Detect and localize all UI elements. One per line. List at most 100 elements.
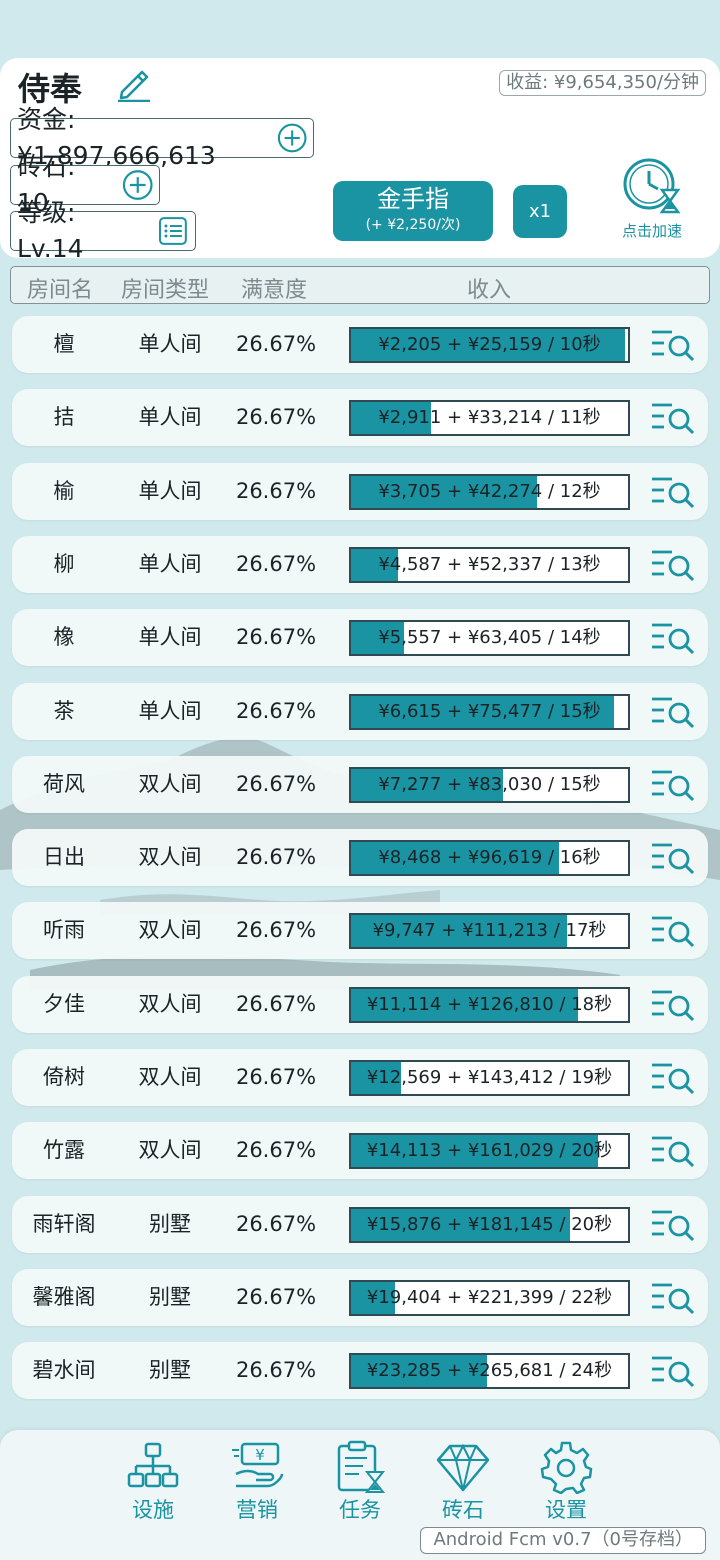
room-name: 听雨	[43, 918, 85, 942]
room-name: 雨轩阁	[32, 1212, 96, 1236]
room-detail-search-icon[interactable]	[650, 1208, 696, 1242]
income-progress-bar: ¥19,404 + ¥221,399 / 22秒	[349, 1280, 630, 1316]
room-type: 单人间	[138, 479, 202, 503]
room-income: ¥14,113 + ¥161,029 / 20秒	[366, 1140, 613, 1161]
income-progress-bar: ¥7,277 + ¥83,030 / 15秒	[349, 767, 630, 803]
nav-facilities[interactable]: 设施	[113, 1440, 193, 1522]
room-row[interactable]: 茶 单人间 26.67% ¥6,615 + ¥75,477 / 15秒	[12, 683, 708, 740]
header-income: 收入	[467, 278, 512, 303]
room-income: ¥23,285 + ¥265,681 / 24秒	[366, 1360, 613, 1381]
room-type: 双人间	[138, 1138, 202, 1162]
income-progress-bar: ¥12,569 + ¥143,412 / 19秒	[349, 1060, 630, 1096]
room-detail-search-icon[interactable]	[650, 914, 696, 948]
room-detail-search-icon[interactable]	[650, 328, 696, 362]
room-income: ¥9,747 + ¥111,213 / 17秒	[372, 920, 607, 941]
room-detail-search-icon[interactable]	[650, 841, 696, 875]
header-room-name: 房间名	[27, 278, 94, 303]
room-satisfaction: 26.67%	[235, 992, 317, 1016]
room-detail-search-icon[interactable]	[650, 401, 696, 435]
room-detail-search-icon[interactable]	[650, 1061, 696, 1095]
room-row[interactable]: 橡 单人间 26.67% ¥5,557 + ¥63,405 / 14秒	[12, 609, 708, 666]
nav-marketing[interactable]: ¥ 营销	[217, 1440, 297, 1522]
room-detail-search-icon[interactable]	[650, 768, 696, 802]
room-row[interactable]: 柳 单人间 26.67% ¥4,587 + ¥52,337 / 13秒	[12, 536, 708, 593]
add-funds-plus-icon[interactable]	[277, 122, 307, 154]
room-type: 双人间	[138, 918, 202, 942]
room-satisfaction: 26.67%	[235, 918, 317, 942]
room-satisfaction: 26.67%	[235, 479, 317, 503]
room-row[interactable]: 夕佳 双人间 26.67% ¥11,114 + ¥126,810 / 18秒	[12, 976, 708, 1033]
room-satisfaction: 26.67%	[235, 552, 317, 576]
room-row[interactable]: 拮 单人间 26.67% ¥2,911 + ¥33,214 / 11秒	[12, 389, 708, 446]
add-gems-plus-icon[interactable]	[122, 169, 153, 201]
room-row[interactable]: 馨雅阁 别墅 26.67% ¥19,404 + ¥221,399 / 22秒	[12, 1269, 708, 1326]
speed-up-label: 点击加速	[621, 222, 682, 240]
room-income: ¥6,615 + ¥75,477 / 15秒	[378, 701, 601, 722]
room-detail-search-icon[interactable]	[650, 1281, 696, 1315]
nav-facilities-label: 设施	[132, 1498, 174, 1522]
income-progress-fill	[351, 1282, 396, 1314]
nav-tasks[interactable]: 任务	[320, 1440, 400, 1522]
diamond-icon	[436, 1443, 490, 1492]
room-name: 荷风	[43, 772, 85, 796]
level-box: 等级: Lv.14	[10, 198, 196, 263]
multiplier-button[interactable]: x1	[513, 185, 567, 238]
speed-up-button[interactable]: 点击加速	[612, 156, 692, 242]
room-type: 别墅	[149, 1285, 191, 1309]
room-name: 茶	[53, 699, 75, 723]
room-income: ¥2,911 + ¥33,214 / 11秒	[378, 407, 601, 428]
room-detail-search-icon[interactable]	[650, 988, 696, 1022]
gold-finger-button[interactable]: 金手指 (+ ¥2,250/次)	[333, 181, 493, 241]
room-income: ¥11,114 + ¥126,810 / 18秒	[366, 994, 613, 1015]
revenue-rate: 收益: ¥9,654,350/分钟	[499, 70, 706, 96]
room-name: 夕佳	[43, 992, 85, 1016]
gems-box: 砖石: 10	[10, 152, 160, 217]
room-income: ¥12,569 + ¥143,412 / 19秒	[366, 1067, 613, 1088]
room-type: 单人间	[138, 552, 202, 576]
room-row[interactable]: 雨轩阁 别墅 26.67% ¥15,876 + ¥181,145 / 20秒	[12, 1196, 708, 1253]
table-header: 房间名 房间类型 满意度 收入	[10, 266, 710, 304]
room-type: 双人间	[138, 845, 202, 869]
income-progress-bar: ¥15,876 + ¥181,145 / 20秒	[349, 1207, 630, 1243]
nav-gems[interactable]: 砖石	[423, 1440, 503, 1522]
room-row[interactable]: 日出 双人间 26.67% ¥8,468 + ¥96,619 / 16秒	[12, 829, 708, 886]
room-row[interactable]: 听雨 双人间 26.67% ¥9,747 + ¥111,213 / 17秒	[12, 902, 708, 959]
nav-settings-label: 设置	[545, 1498, 587, 1522]
income-progress-fill	[351, 402, 432, 434]
nav-settings[interactable]: 设置	[526, 1440, 606, 1522]
room-type: 双人间	[138, 772, 202, 796]
room-row[interactable]: 檀 单人间 26.67% ¥2,205 + ¥25,159 / 10秒	[12, 316, 708, 373]
room-row[interactable]: 竹露 双人间 26.67% ¥14,113 + ¥161,029 / 20秒	[12, 1122, 708, 1179]
level-list-icon[interactable]	[157, 215, 189, 247]
room-detail-search-icon[interactable]	[650, 695, 696, 729]
room-detail-search-icon[interactable]	[650, 1354, 696, 1388]
room-satisfaction: 26.67%	[235, 1285, 317, 1309]
room-income: ¥5,557 + ¥63,405 / 14秒	[378, 627, 601, 648]
income-progress-bar: ¥14,113 + ¥161,029 / 20秒	[349, 1133, 630, 1169]
room-detail-search-icon[interactable]	[650, 475, 696, 509]
room-detail-search-icon[interactable]	[650, 621, 696, 655]
income-progress-fill	[351, 1209, 570, 1241]
income-progress-fill	[351, 696, 615, 728]
room-type: 别墅	[149, 1212, 191, 1236]
version-label: Android Fcm v0.7（0号存档）	[420, 1527, 706, 1554]
room-row[interactable]: 荷风 双人间 26.67% ¥7,277 + ¥83,030 / 15秒	[12, 756, 708, 813]
room-detail-search-icon[interactable]	[650, 548, 696, 582]
edit-icon[interactable]	[116, 64, 152, 102]
room-detail-search-icon[interactable]	[650, 1134, 696, 1168]
room-row[interactable]: 榆 单人间 26.67% ¥3,705 + ¥42,274 / 12秒	[12, 463, 708, 520]
income-progress-bar: ¥6,615 + ¥75,477 / 15秒	[349, 694, 630, 730]
room-row[interactable]: 倚树 双人间 26.67% ¥12,569 + ¥143,412 / 19秒	[12, 1049, 708, 1106]
nav-tasks-label: 任务	[339, 1498, 381, 1522]
income-progress-bar: ¥23,285 + ¥265,681 / 24秒	[349, 1353, 630, 1389]
gold-finger-sublabel: (+ ¥2,250/次)	[365, 217, 461, 233]
income-progress-fill	[351, 622, 404, 654]
income-progress-fill	[351, 1135, 598, 1167]
room-name: 橡	[53, 625, 75, 649]
header-room-type: 房间类型	[121, 278, 210, 303]
room-satisfaction: 26.67%	[235, 699, 317, 723]
income-progress-bar: ¥4,587 + ¥52,337 / 13秒	[349, 547, 630, 583]
room-income: ¥4,587 + ¥52,337 / 13秒	[378, 554, 601, 575]
income-progress-bar: ¥2,205 + ¥25,159 / 10秒	[349, 327, 630, 363]
room-row[interactable]: 碧水间 别墅 26.67% ¥23,285 + ¥265,681 / 24秒	[12, 1342, 708, 1399]
